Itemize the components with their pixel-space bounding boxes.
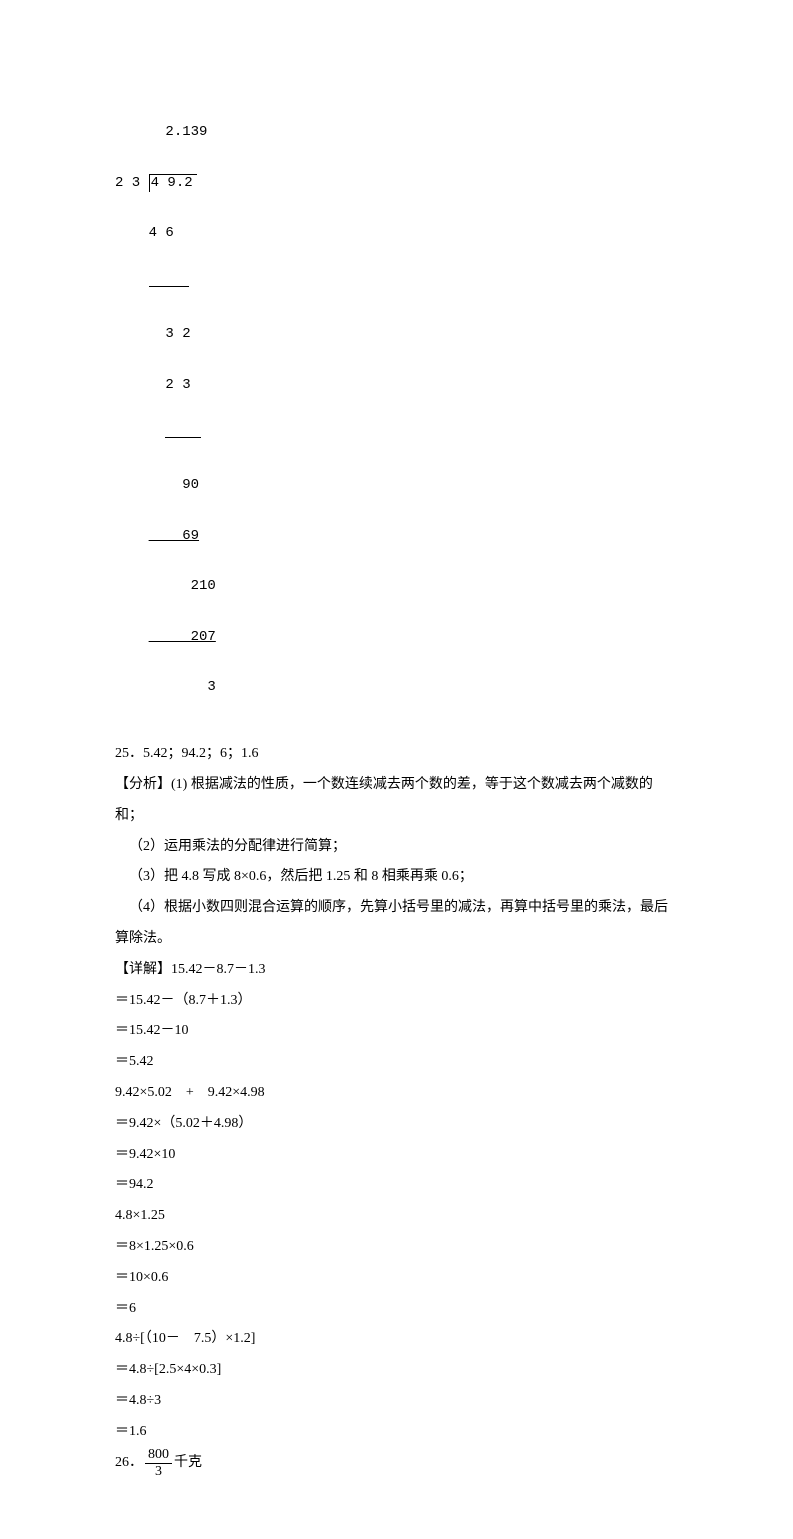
ld-step-4: 69 bbox=[115, 528, 678, 545]
ld-bar-0 bbox=[115, 276, 678, 293]
long-division: 2.139 2 3 4 9.2 4 6 3 2 2 3 90 69 210 20… bbox=[115, 90, 678, 729]
ld-step-val-1: 3 2 bbox=[149, 326, 191, 342]
ld-divisor-row: 2 3 4 9.2 bbox=[115, 174, 678, 192]
q25-block2-title: 4.8×1.25 bbox=[115, 1201, 678, 1232]
detail-label: 【详解】 bbox=[115, 962, 171, 977]
q25-block0-step2: ＝5.42 bbox=[115, 1047, 678, 1078]
ld-step-val-7: 3 bbox=[149, 679, 216, 695]
ld-step-val-6: 207 bbox=[149, 629, 216, 645]
q25-block1-step1: ＝9.42×10 bbox=[115, 1140, 678, 1171]
q26-fraction: 800 3 bbox=[145, 1448, 172, 1479]
q25-block2-step1: ＝10×0.6 bbox=[115, 1263, 678, 1294]
ld-step-val-3: 90 bbox=[149, 477, 199, 493]
ld-bar-1 bbox=[115, 427, 678, 444]
q25-block2-step2: ＝6 bbox=[115, 1294, 678, 1325]
ld-step-3: 90 bbox=[115, 477, 678, 494]
q25-heading: 25．5.42；94.2；6；1.6 bbox=[115, 739, 678, 770]
q26-line: 26． 800 3 千克 bbox=[115, 1448, 202, 1479]
q26-unit: 千克 bbox=[174, 1448, 202, 1479]
q25-block2-step0: ＝8×1.25×0.6 bbox=[115, 1232, 678, 1263]
ld-step-7: 3 bbox=[115, 679, 678, 696]
q25-ana-0: (1) 根据减法的性质，一个数连续减去两个数的差，等于这个数减去两个减数的和； bbox=[115, 777, 653, 823]
ld-step-val-0: 4 6 bbox=[149, 225, 174, 241]
ld-step-val-2: 2 3 bbox=[149, 377, 191, 393]
q25-block0-title: 15.42－8.7－1.3 bbox=[171, 962, 266, 977]
q25-detail-start: 【详解】15.42－8.7－1.3 bbox=[115, 955, 678, 986]
q25-block3-step1: ＝4.8÷3 bbox=[115, 1386, 678, 1417]
ld-step-val-4: 69 bbox=[149, 528, 199, 544]
ld-dividend: 4 9.2 bbox=[149, 174, 197, 192]
ld-step-1: 3 2 bbox=[115, 326, 678, 343]
q26-prefix: 26． bbox=[115, 1448, 143, 1479]
ld-quotient: 2.139 bbox=[165, 124, 207, 140]
ld-step-6: 207 bbox=[115, 629, 678, 646]
q25-block3-title: 4.8÷[（10－ 7.5）×1.2] bbox=[115, 1324, 678, 1355]
ld-step-0: 4 6 bbox=[115, 225, 678, 242]
ld-step-2: 2 3 bbox=[115, 377, 678, 394]
ld-step-5: 210 bbox=[115, 578, 678, 595]
analysis-label: 【分析】 bbox=[115, 777, 171, 792]
q25-block1-step2: ＝94.2 bbox=[115, 1170, 678, 1201]
q25-block1-title: 9.42×5.02 + 9.42×4.98 bbox=[115, 1078, 678, 1109]
q25-analysis-line-2: （3）把 4.8 写成 8×0.6，然后把 1.25 和 8 相乘再乘 0.6； bbox=[115, 862, 678, 893]
q25-analysis-line-0: 【分析】(1) 根据减法的性质，一个数连续减去两个数的差，等于这个数减去两个减数… bbox=[115, 770, 678, 832]
q25-block1-step0: ＝9.42×（5.02＋4.98） bbox=[115, 1109, 678, 1140]
q25-analysis-line-1: （2）运用乘法的分配律进行简算； bbox=[115, 832, 678, 863]
q26-frac-den: 3 bbox=[145, 1464, 172, 1479]
ld-divisor: 2 3 bbox=[115, 175, 140, 191]
page: 2.139 2 3 4 9.2 4 6 3 2 2 3 90 69 210 20… bbox=[0, 0, 793, 1539]
q25-block3-step0: ＝4.8÷[2.5×4×0.3] bbox=[115, 1355, 678, 1386]
ld-quotient-row: 2.139 bbox=[115, 124, 678, 141]
ld-step-val-5: 210 bbox=[149, 578, 216, 594]
q25-block3-step2: ＝1.6 bbox=[115, 1417, 678, 1448]
q25-block0-step1: ＝15.42－10 bbox=[115, 1016, 678, 1047]
q26-frac-num: 800 bbox=[145, 1448, 172, 1464]
q25-block0-step0: ＝15.42－（8.7＋1.3） bbox=[115, 986, 678, 1017]
q25-analysis-line-3: （4）根据小数四则混合运算的顺序，先算小括号里的减法，再算中括号里的乘法，最后算… bbox=[115, 893, 678, 955]
